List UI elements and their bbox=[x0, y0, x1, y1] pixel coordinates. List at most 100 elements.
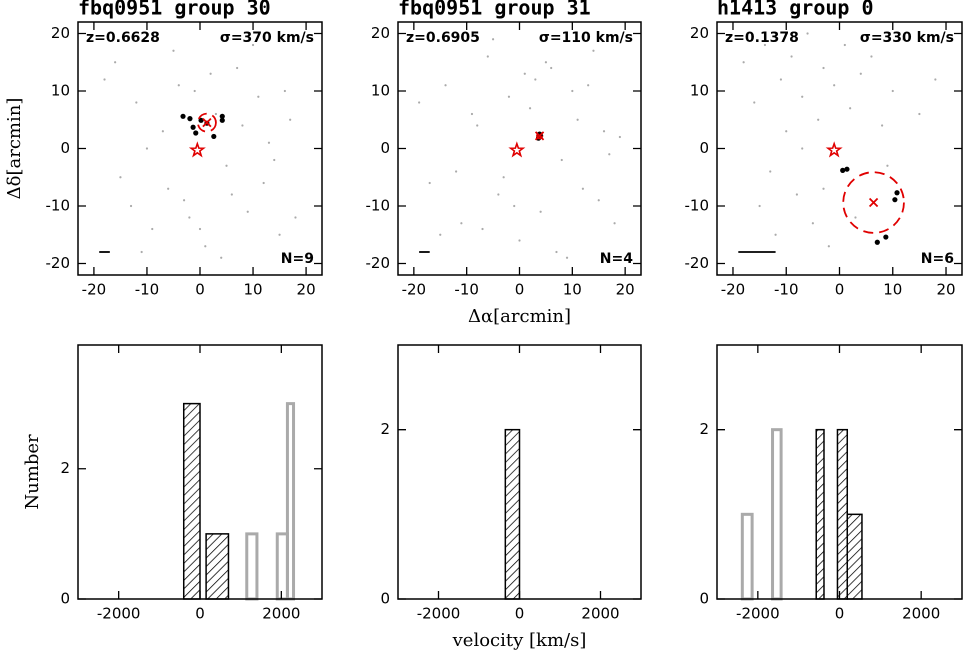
field-point bbox=[145, 147, 149, 150]
field-point bbox=[801, 95, 804, 98]
field-point bbox=[822, 66, 825, 70]
x-tick-label: -10 bbox=[135, 281, 160, 299]
y-tick-label: 2 bbox=[60, 459, 70, 477]
count-label: N=9 bbox=[281, 251, 314, 267]
field-point bbox=[613, 222, 616, 225]
dispersion-label: σ=370 km/s bbox=[220, 30, 314, 46]
redshift-label: z=0.6905 bbox=[406, 30, 480, 46]
x-tick-label: 10 bbox=[883, 281, 902, 299]
y-tick-label: -20 bbox=[46, 254, 71, 272]
y-axis-label: Δδ[arcmin] bbox=[4, 98, 25, 200]
field-point bbox=[870, 55, 873, 58]
field-point bbox=[428, 181, 431, 185]
field-point bbox=[103, 78, 106, 81]
field-point bbox=[135, 101, 138, 104]
x-axis-label: Δα[arcmin] bbox=[468, 306, 571, 327]
field-point bbox=[801, 147, 804, 150]
outline-bar bbox=[771, 428, 783, 601]
field-point bbox=[891, 89, 894, 93]
x-tick-label: 20 bbox=[297, 281, 316, 299]
field-point bbox=[262, 181, 265, 185]
group-center bbox=[202, 117, 212, 128]
member-point bbox=[211, 133, 217, 140]
y-tick-label: 2 bbox=[380, 420, 390, 438]
outline-bar bbox=[245, 532, 259, 601]
field-point bbox=[246, 210, 249, 213]
y-tick-label: -10 bbox=[46, 197, 71, 215]
field-point bbox=[236, 66, 239, 70]
x-tick-label: -20 bbox=[82, 281, 107, 299]
field-point bbox=[843, 43, 846, 47]
dispersion-label: σ=330 km/s bbox=[860, 30, 954, 46]
y-tick-label: 10 bbox=[371, 82, 390, 100]
field-point bbox=[140, 250, 143, 254]
field-point bbox=[918, 112, 921, 116]
member-point bbox=[874, 239, 880, 245]
field-point bbox=[544, 61, 548, 64]
outline-bar bbox=[275, 532, 289, 601]
field-point bbox=[854, 216, 857, 219]
bcg-star bbox=[508, 141, 526, 158]
field-point bbox=[539, 210, 542, 213]
field-point bbox=[251, 43, 255, 47]
y-tick-label: 0 bbox=[380, 139, 390, 157]
field-point bbox=[587, 84, 590, 87]
member-point bbox=[840, 167, 846, 173]
y-tick-label: -20 bbox=[366, 254, 391, 272]
field-point bbox=[161, 130, 164, 133]
group-radius bbox=[536, 132, 544, 140]
x-tick-label: 0 bbox=[195, 605, 205, 623]
field-point bbox=[214, 112, 218, 116]
x-tick-label: 2000 bbox=[581, 605, 619, 623]
panel-title: fbq0951 group 31 bbox=[398, 0, 591, 20]
outline-bar bbox=[740, 512, 754, 601]
field-point bbox=[114, 61, 117, 64]
field-point bbox=[817, 118, 820, 121]
x-tick-label: 0 bbox=[515, 605, 525, 623]
field-point bbox=[289, 118, 292, 121]
field-point bbox=[528, 107, 532, 110]
field-point bbox=[618, 135, 621, 139]
y-tick-label: 20 bbox=[371, 24, 390, 42]
hatched-bar bbox=[846, 513, 863, 600]
x-tick-label: -20 bbox=[721, 281, 746, 299]
panel-title: fbq0951 group 30 bbox=[78, 0, 271, 20]
field-point bbox=[273, 158, 276, 162]
x-tick-label: 2000 bbox=[262, 605, 300, 623]
x-tick-label: 0 bbox=[835, 281, 845, 299]
member-point bbox=[180, 113, 186, 119]
field-point bbox=[608, 153, 611, 156]
x-tick-label: 0 bbox=[195, 281, 205, 299]
member-point bbox=[219, 113, 225, 119]
member-point bbox=[198, 117, 204, 123]
field-point bbox=[278, 233, 281, 236]
count-label: N=4 bbox=[600, 251, 633, 267]
y-tick-label: 2 bbox=[699, 420, 709, 438]
member-point bbox=[193, 130, 199, 136]
field-point bbox=[198, 227, 202, 231]
field-point bbox=[774, 233, 777, 236]
y-tick-label: 10 bbox=[51, 82, 70, 100]
x-tick-label: -2000 bbox=[736, 605, 780, 623]
field-point bbox=[934, 78, 937, 81]
field-point bbox=[209, 72, 212, 75]
y-tick-label: -10 bbox=[366, 197, 391, 215]
field-point bbox=[476, 124, 479, 127]
field-point bbox=[565, 256, 569, 259]
x-tick-label: -10 bbox=[454, 281, 479, 299]
x-axis-label: velocity [km/s] bbox=[452, 630, 587, 651]
field-point bbox=[267, 141, 271, 144]
field-point bbox=[481, 227, 484, 231]
field-point bbox=[460, 222, 463, 225]
member-point bbox=[883, 234, 889, 240]
field-point bbox=[785, 130, 788, 133]
field-point bbox=[790, 55, 793, 58]
field-point bbox=[513, 204, 516, 208]
field-point bbox=[795, 193, 798, 196]
field-point bbox=[881, 124, 884, 127]
field-point bbox=[576, 118, 579, 121]
field-point bbox=[119, 176, 122, 179]
field-point bbox=[597, 199, 600, 202]
x-tick-label: -20 bbox=[402, 281, 427, 299]
